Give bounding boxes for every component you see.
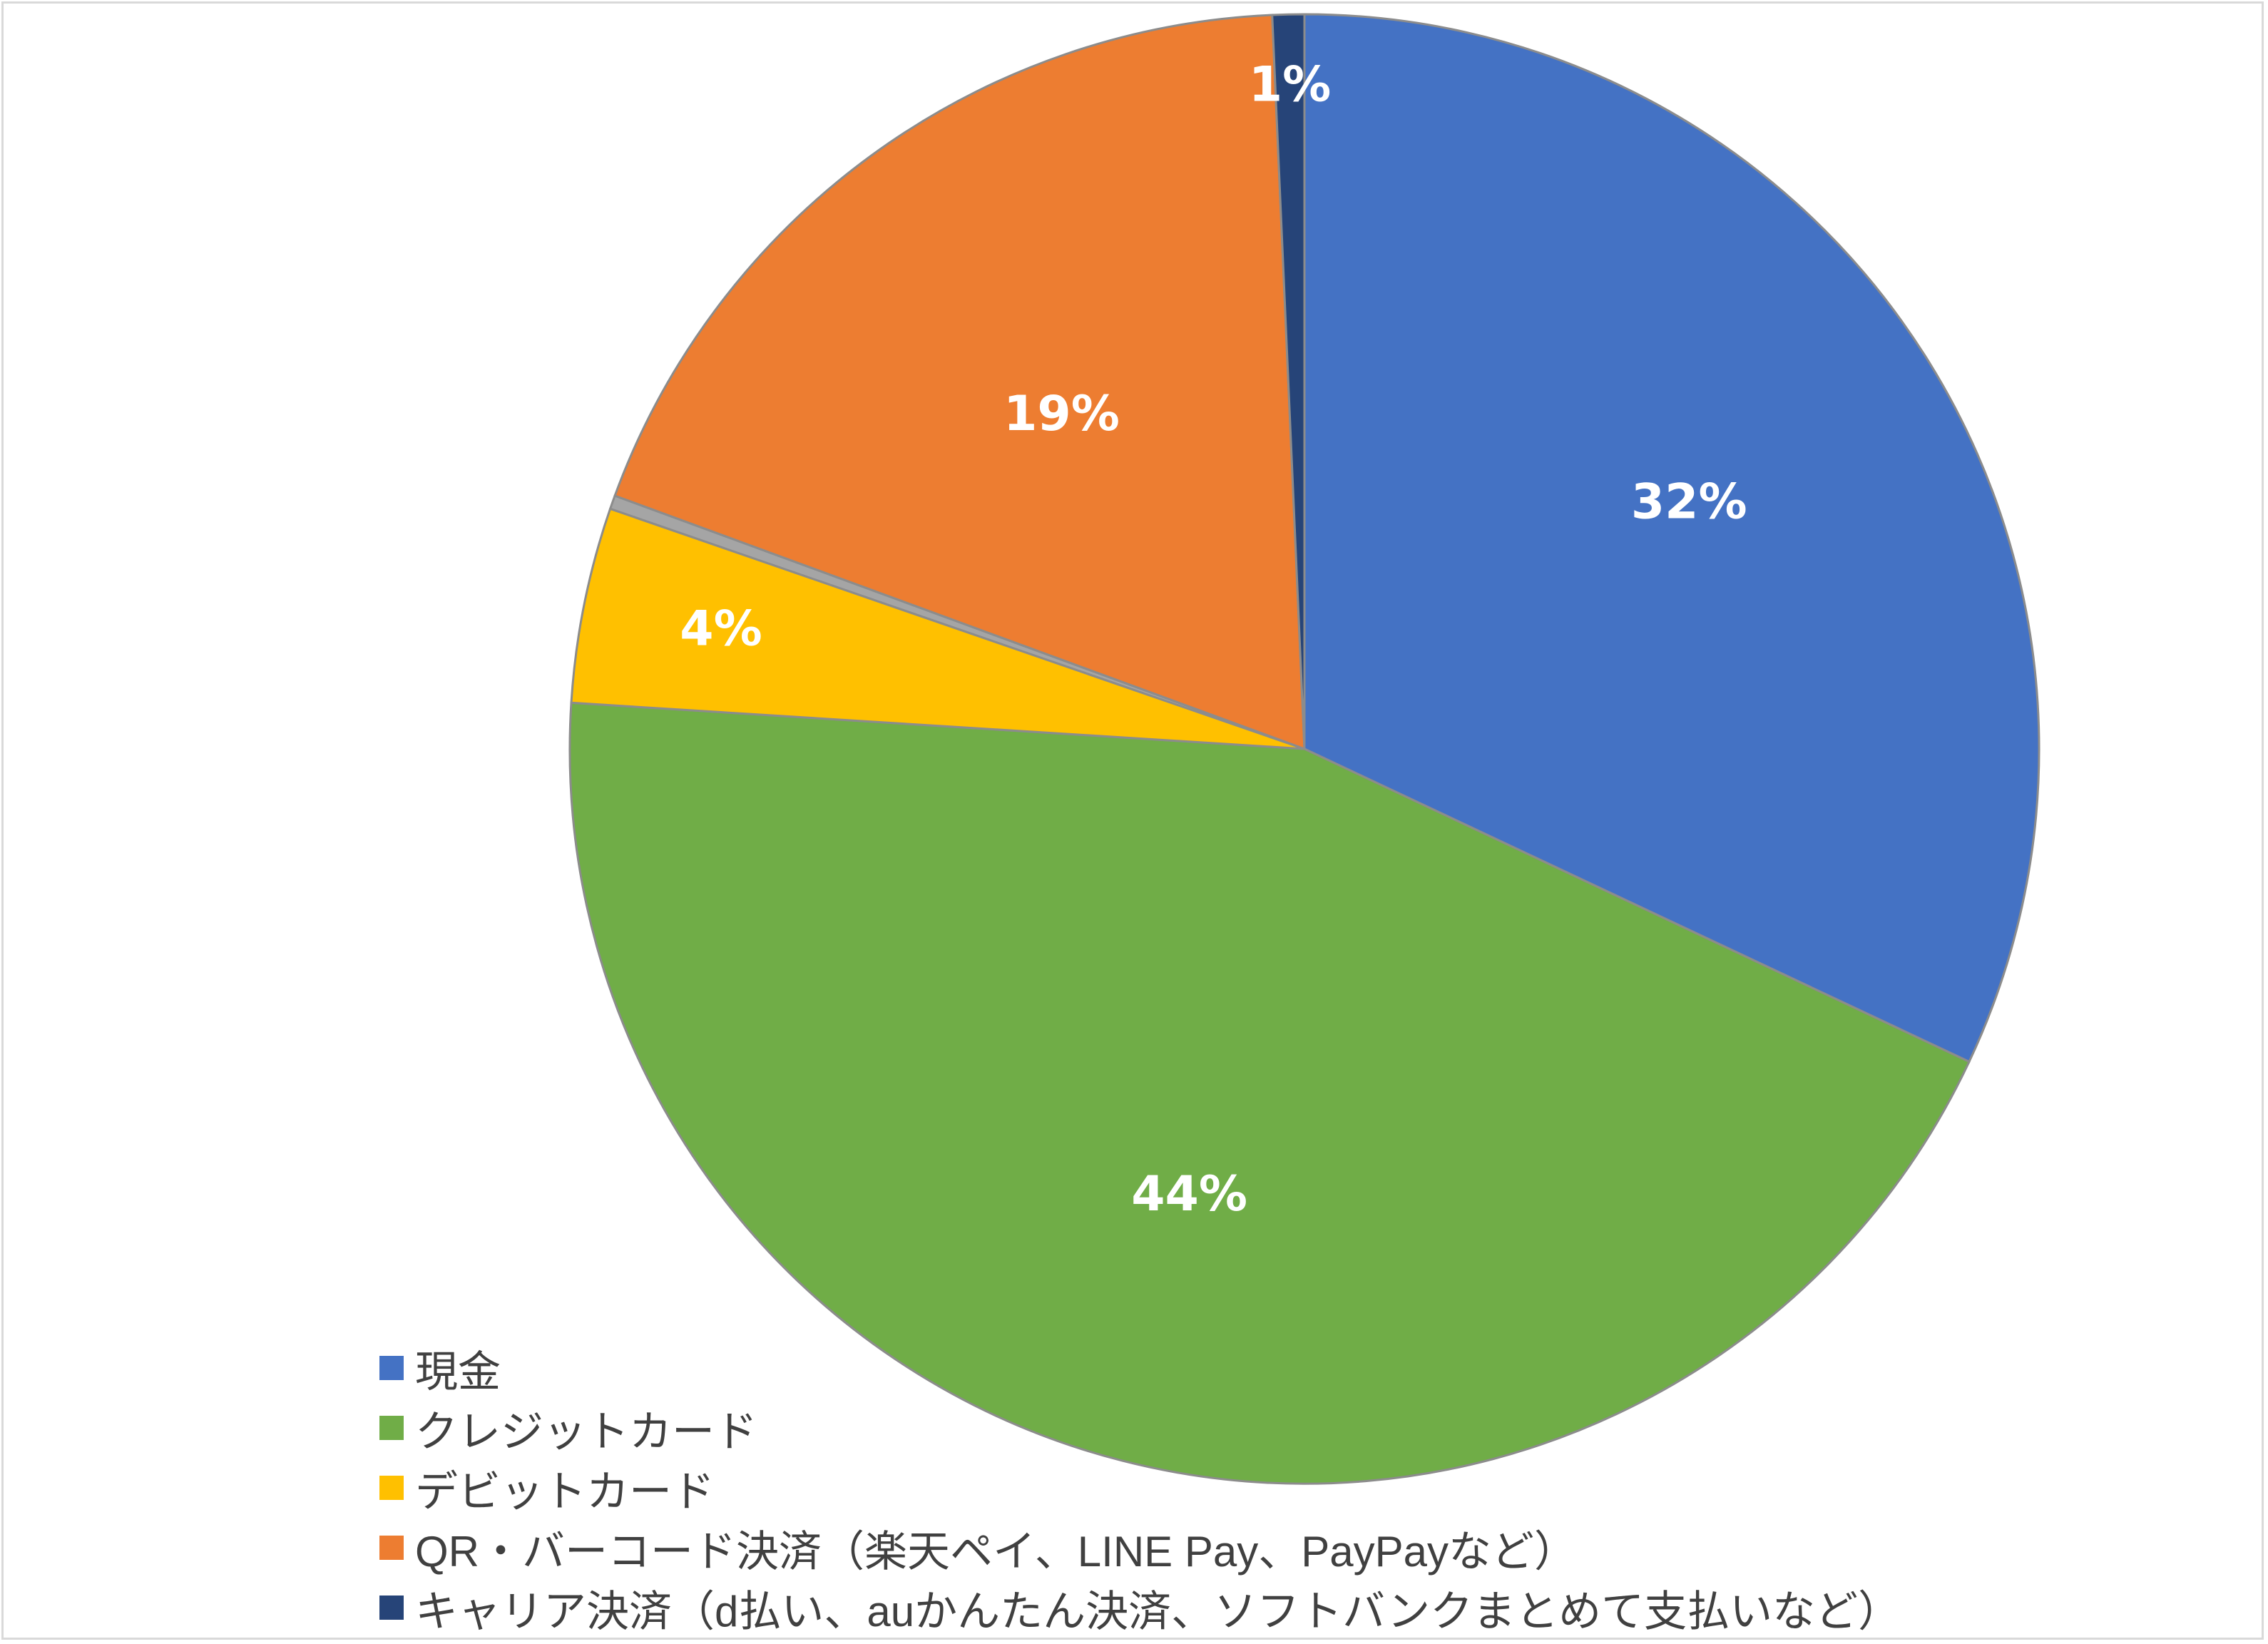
legend-item: QR・バーコード決済（楽天ペイ、LINE Pay、PayPayなど） [379, 1518, 1901, 1578]
pie-slice-5 [1271, 13, 1306, 750]
legend-label: クレジットカード [415, 1407, 757, 1456]
pie-slice-0 [1303, 13, 2040, 1063]
legend-label: キャリア決済（d払い、auかんたん決済、ソフトバンクまとめて支払いなど） [415, 1587, 1901, 1635]
legend-swatch-icon [379, 1536, 404, 1560]
data-label-5: 1% [1249, 57, 1331, 113]
legend-label: デビットカード [415, 1467, 715, 1516]
data-label-4: 19% [1003, 386, 1120, 442]
data-label-1: 44% [1131, 1166, 1247, 1222]
legend-item: キャリア決済（d払い、auかんたん決済、ソフトバンクまとめて支払いなど） [379, 1578, 1901, 1638]
pie-slice-2 [570, 507, 1305, 750]
data-label-0: 32% [1631, 474, 1747, 530]
pie-slices [568, 13, 2040, 1485]
legend-swatch-icon [379, 1476, 404, 1500]
legend-swatch-icon [379, 1356, 404, 1380]
legend-item: デビットカード [379, 1458, 1901, 1518]
legend-item: 現金 [379, 1338, 1901, 1398]
legend-label: 現金 [415, 1347, 501, 1396]
legend-label: QR・バーコード決済（楽天ペイ、LINE Pay、PayPayなど） [415, 1527, 1578, 1576]
pie-data-labels: 32% 44% 4% 19% 1% [680, 57, 1747, 1222]
pie-slice-4 [613, 14, 1306, 751]
pie-slice-1 [568, 701, 1971, 1485]
legend-swatch-icon [379, 1596, 404, 1620]
legend-item: クレジットカード [379, 1398, 1901, 1458]
legend-swatch-icon [379, 1416, 404, 1440]
data-label-2: 4% [680, 601, 762, 658]
chart-legend: 現金クレジットカード デビットカード QR・バーコード決済（楽天ペイ、LINE Pa… [379, 1338, 1901, 1638]
